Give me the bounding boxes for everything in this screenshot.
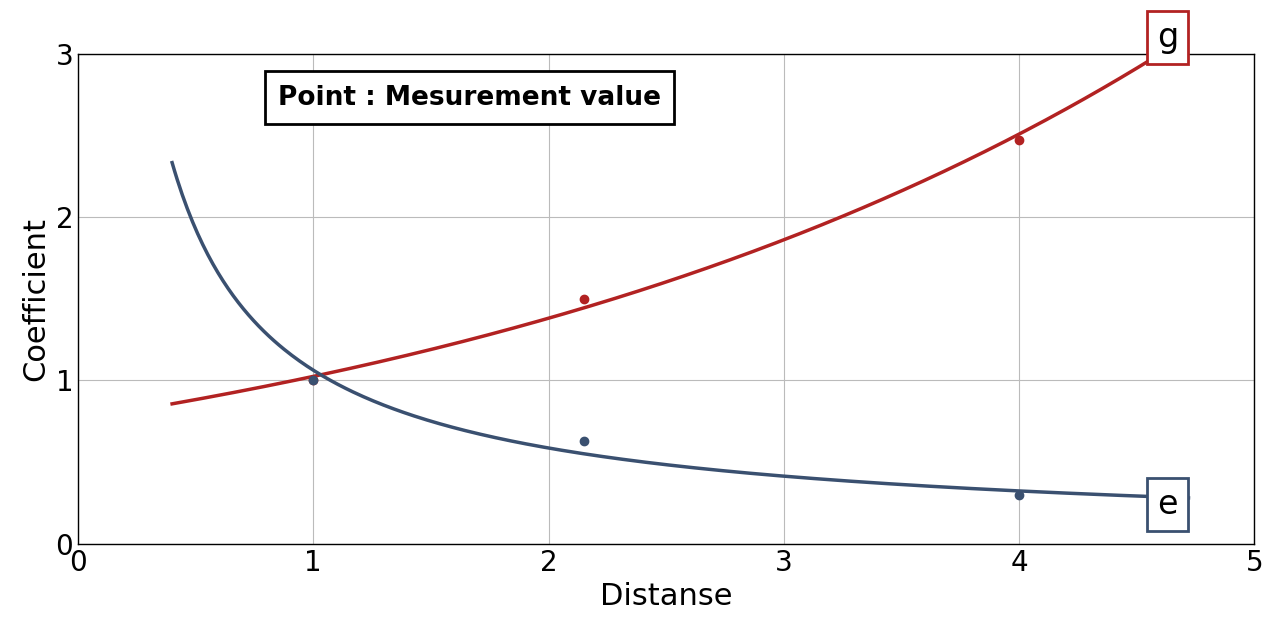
Text: g: g <box>1157 21 1177 54</box>
X-axis label: Distanse: Distanse <box>600 582 732 611</box>
Y-axis label: Coefficient: Coefficient <box>21 217 50 380</box>
Text: e: e <box>1157 489 1177 521</box>
Text: Point : Mesurement value: Point : Mesurement value <box>277 85 661 111</box>
